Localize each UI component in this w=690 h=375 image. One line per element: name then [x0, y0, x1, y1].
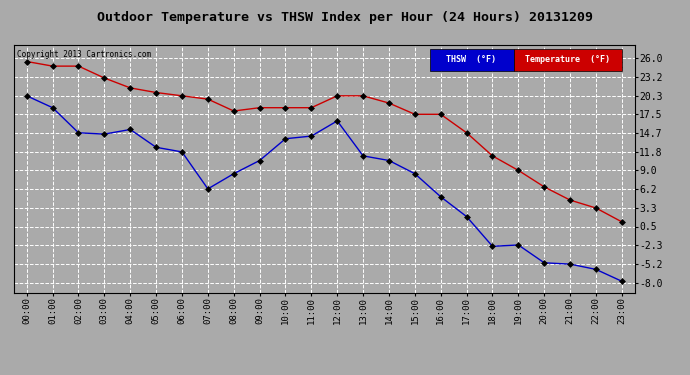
FancyBboxPatch shape — [514, 49, 622, 71]
Text: Outdoor Temperature vs THSW Index per Hour (24 Hours) 20131209: Outdoor Temperature vs THSW Index per Ho… — [97, 11, 593, 24]
Text: Temperature  (°F): Temperature (°F) — [525, 56, 610, 64]
FancyBboxPatch shape — [430, 49, 514, 71]
Text: THSW  (°F): THSW (°F) — [446, 56, 497, 64]
Text: Copyright 2013 Cartronics.com: Copyright 2013 Cartronics.com — [17, 50, 151, 59]
